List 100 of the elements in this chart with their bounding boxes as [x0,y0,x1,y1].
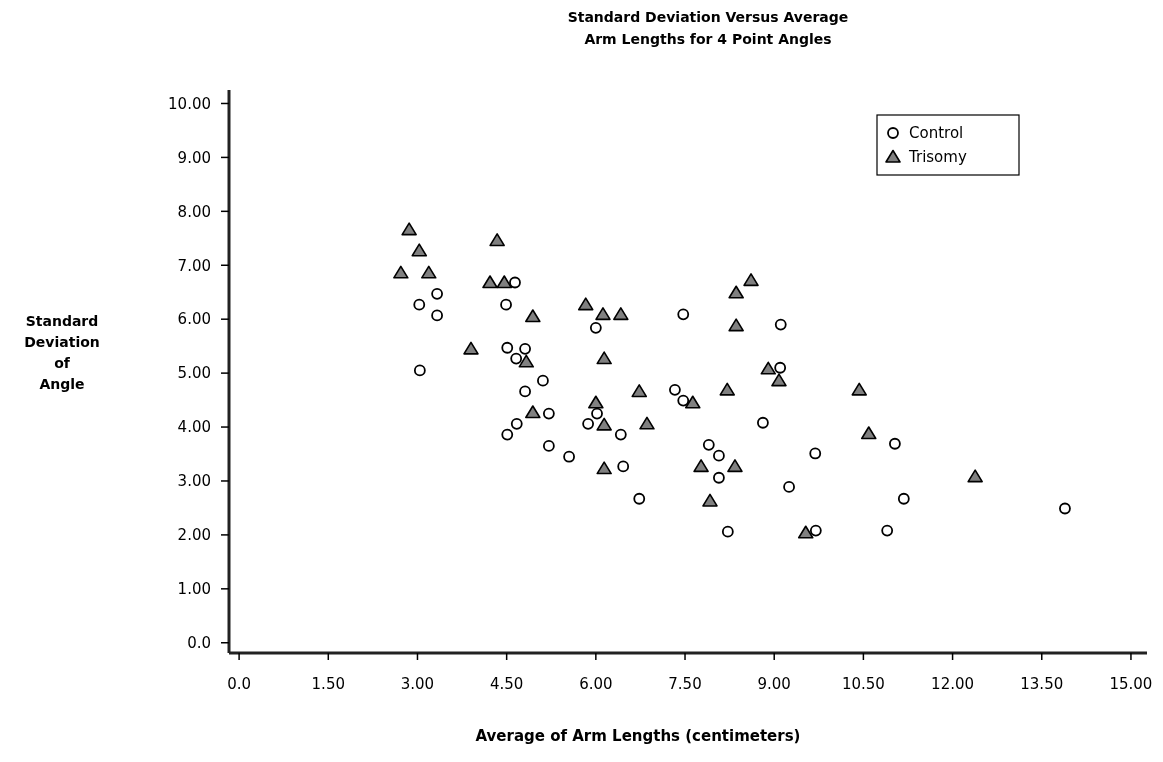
point [721,525,734,538]
x-tick-label: 7.50 [668,675,702,693]
point [728,318,744,332]
point [897,492,910,505]
point [614,428,627,441]
point [577,297,594,311]
x-tick-label: 4.50 [489,675,524,693]
point [669,383,681,396]
point [413,364,426,377]
point [413,298,426,311]
point [431,287,443,300]
point [617,460,630,473]
y-tick-label: 2.00 [177,526,211,545]
point [809,524,822,537]
y-tick-label: 5.00 [177,364,211,383]
legend-label: Control [909,124,964,143]
legend-label: Trisomy [908,148,967,167]
point [519,385,531,398]
point [1059,502,1071,515]
point [537,374,549,387]
point [596,351,612,365]
point [702,493,718,507]
point [760,361,777,375]
point [542,407,555,420]
y-tick-label: 8.00 [177,202,211,221]
point [431,309,443,322]
point [589,321,602,334]
y-tick-label: 3.00 [177,472,211,491]
point [702,438,715,451]
y-tick-label: 4.00 [177,418,211,437]
point [510,417,523,430]
x-tick-label: 13.50 [1020,675,1064,693]
point [727,459,743,473]
point [631,384,648,398]
point [713,471,725,484]
y-tick-label: 10.00 [168,94,211,113]
point [783,481,795,493]
point [684,395,701,409]
point [489,233,505,247]
point [639,416,655,430]
point [719,382,736,396]
point [393,265,409,279]
point [728,285,744,299]
point [774,318,787,331]
point [563,450,575,463]
y-tick-label: 7.00 [177,256,211,275]
point [482,275,498,289]
point [518,354,535,368]
point [693,459,709,473]
point [774,361,787,374]
y-axis-title: Standard Deviation of Angle [24,312,100,392]
point [889,437,901,450]
x-axis-title: Average of Arm Lengths (centimeters) [475,727,801,745]
point [463,341,479,355]
point [501,341,514,354]
point [588,395,604,409]
point [510,352,523,365]
y-tick-label: 1.00 [177,580,211,599]
point [757,416,769,429]
point [860,426,877,440]
point [525,405,541,419]
x-tick-label: 0.0 [227,675,252,693]
point [525,309,541,323]
y-tick-label: 6.00 [177,310,211,329]
chart-title: Standard Deviation Versus Average Arm Lengths for 4 Point Angles [567,9,849,47]
point [743,273,759,287]
point [851,382,868,396]
point [967,469,983,483]
x-tick-label: 15.00 [1109,675,1153,693]
point [519,342,531,355]
point [595,307,611,321]
point [591,407,603,420]
point [881,524,894,537]
x-tick-label: 10.50 [841,675,885,693]
point [401,222,417,236]
y-tick-label: 9.00 [177,148,211,167]
point [420,265,437,279]
x-tick-label: 3.00 [400,675,435,693]
point [496,275,513,289]
point [501,428,514,441]
point [500,298,512,311]
y-tick-label: 0.0 [187,634,211,652]
point [596,461,612,475]
point [797,525,814,539]
point [596,417,612,431]
point [509,276,521,289]
point [542,440,555,452]
point [411,243,428,257]
point [633,492,646,505]
x-tick-label: 6.00 [579,675,613,693]
point [809,447,822,460]
x-tick-label: 1.50 [311,675,345,693]
point [713,449,725,462]
point [613,307,629,321]
point [771,373,787,387]
x-tick-label: 12.00 [931,675,975,693]
x-tick-label: 9.00 [757,675,791,693]
point [677,308,690,321]
point [677,394,690,407]
point [582,417,595,430]
